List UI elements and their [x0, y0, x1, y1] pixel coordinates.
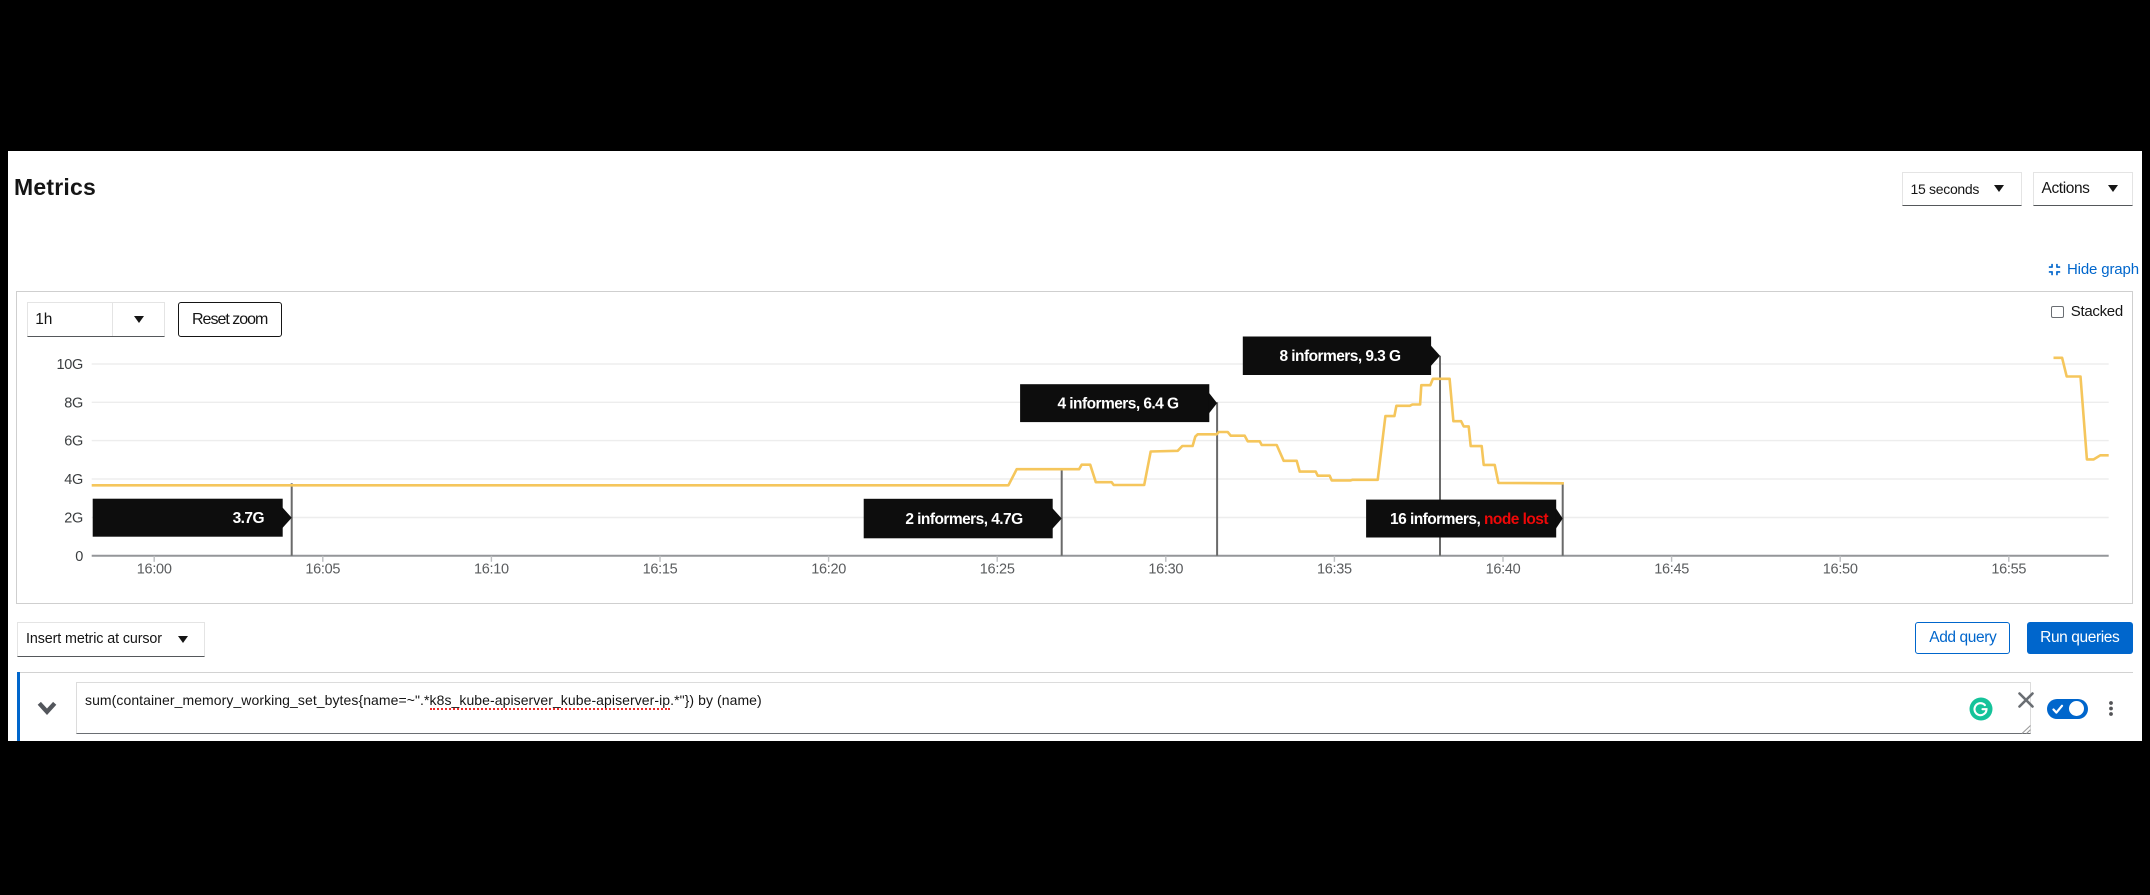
svg-text:4G: 4G	[65, 472, 84, 488]
svg-text:16:40: 16:40	[1486, 561, 1521, 577]
svg-text:3.7G: 3.7G	[233, 510, 265, 527]
svg-text:16:00: 16:00	[137, 561, 172, 577]
svg-text:16:55: 16:55	[1992, 561, 2027, 577]
svg-text:16:10: 16:10	[474, 561, 509, 577]
svg-text:16:20: 16:20	[811, 561, 846, 577]
svg-text:4 informers, 6.4 G: 4 informers, 6.4 G	[1058, 395, 1180, 412]
svg-text:16:30: 16:30	[1149, 561, 1184, 577]
svg-text:16 informers, node lost: 16 informers, node lost	[1390, 511, 1548, 528]
svg-text:8 informers, 9.3 G: 8 informers, 9.3 G	[1280, 348, 1402, 365]
svg-text:16:35: 16:35	[1317, 561, 1352, 577]
svg-text:16:15: 16:15	[643, 561, 678, 577]
svg-text:8G: 8G	[65, 395, 84, 411]
svg-text:16:05: 16:05	[306, 561, 341, 577]
svg-text:2 informers, 4.7G: 2 informers, 4.7G	[906, 511, 1024, 528]
svg-text:10G: 10G	[57, 357, 84, 373]
svg-text:6G: 6G	[65, 433, 84, 449]
svg-text:2G: 2G	[65, 510, 84, 526]
svg-text:16:45: 16:45	[1654, 561, 1689, 577]
svg-text:0: 0	[76, 548, 84, 564]
svg-text:16:50: 16:50	[1823, 561, 1858, 577]
svg-text:16:25: 16:25	[980, 561, 1015, 577]
